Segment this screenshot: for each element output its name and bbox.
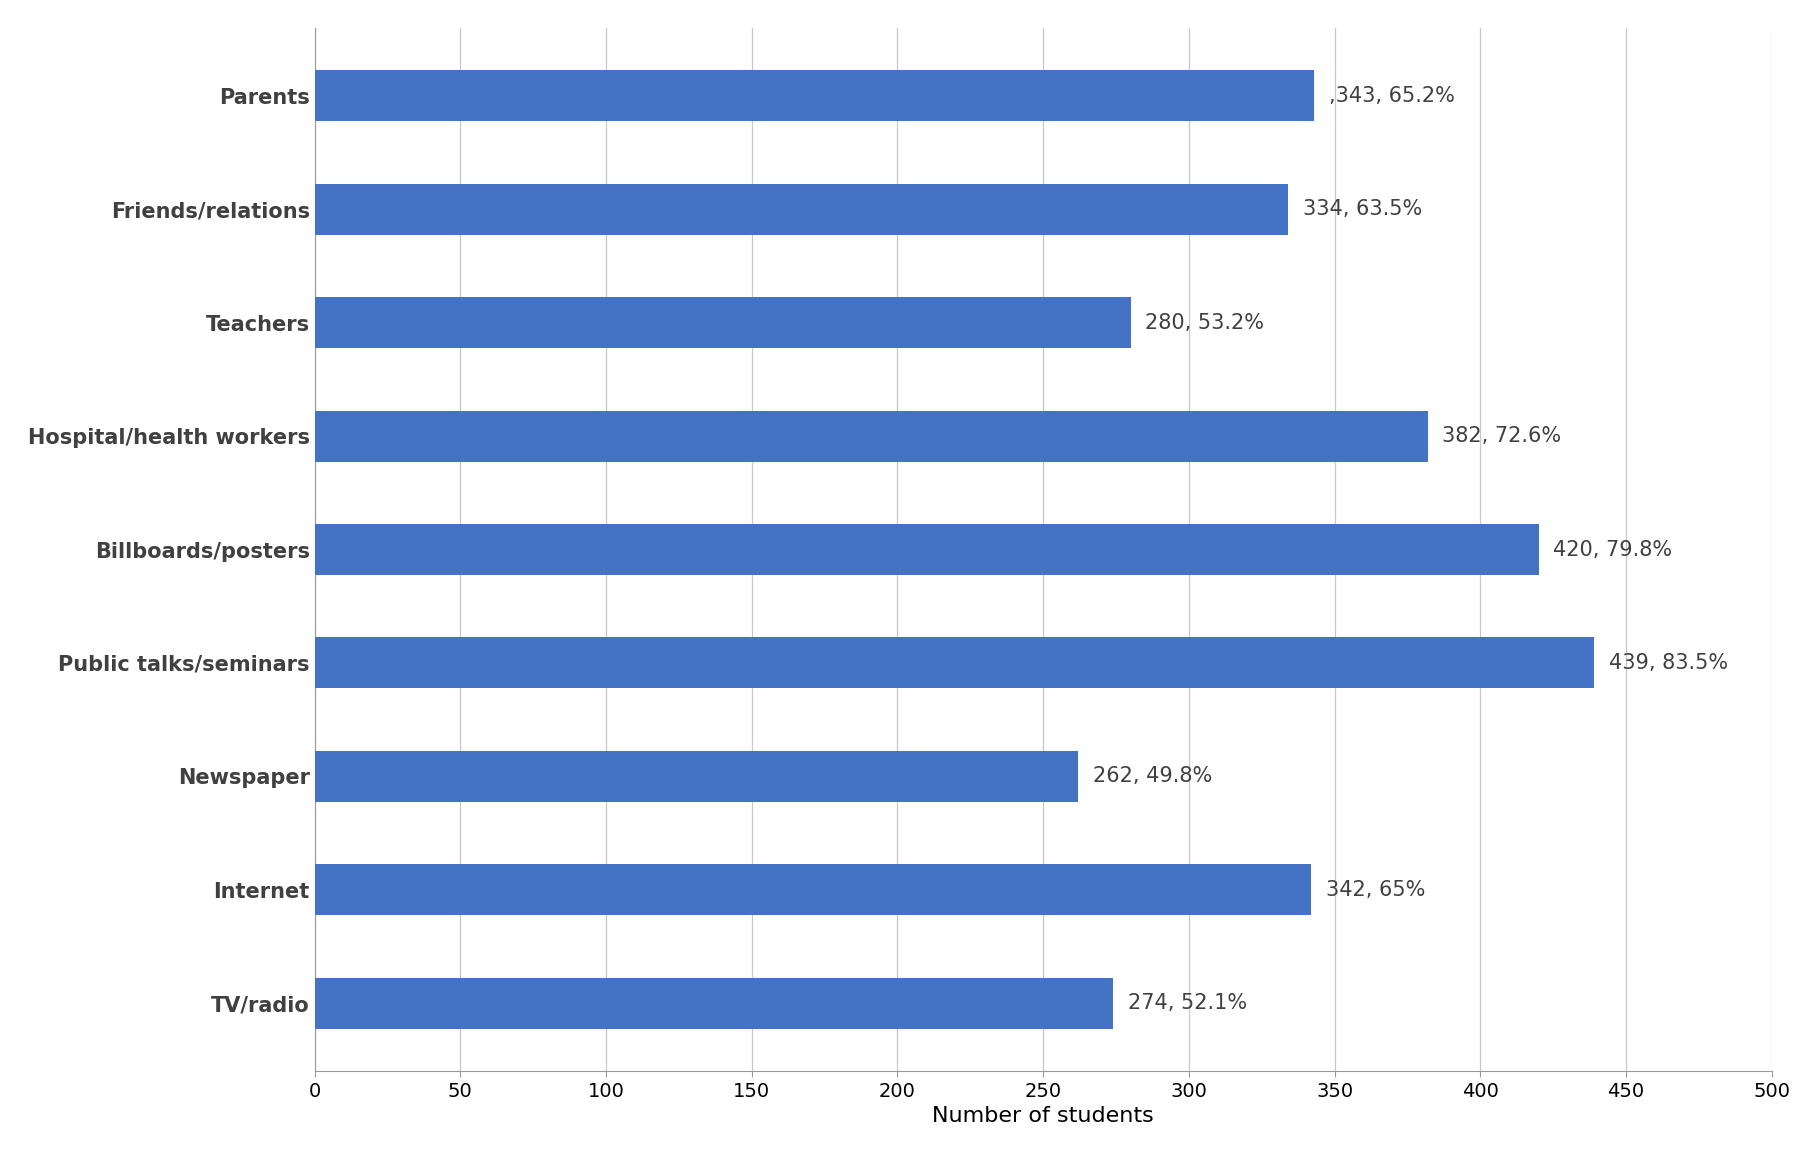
X-axis label: Number of students: Number of students	[933, 1107, 1154, 1126]
Text: 382, 72.6%: 382, 72.6%	[1442, 426, 1562, 447]
Text: ,343, 65.2%: ,343, 65.2%	[1329, 85, 1454, 106]
Text: 274, 52.1%: 274, 52.1%	[1127, 994, 1247, 1013]
Bar	[315, 297, 1131, 349]
Bar	[315, 977, 1113, 1028]
Bar	[315, 183, 1287, 234]
Text: 342, 65%: 342, 65%	[1325, 879, 1425, 900]
Text: 439, 83.5%: 439, 83.5%	[1609, 653, 1727, 673]
Text: 334, 63.5%: 334, 63.5%	[1302, 200, 1422, 219]
Text: 280, 53.2%: 280, 53.2%	[1145, 313, 1264, 332]
Text: 262, 49.8%: 262, 49.8%	[1093, 766, 1213, 786]
Bar	[315, 70, 1314, 121]
Bar	[315, 864, 1311, 915]
Text: 420, 79.8%: 420, 79.8%	[1553, 540, 1673, 560]
Bar	[315, 751, 1078, 802]
Bar	[315, 411, 1427, 462]
Bar	[315, 637, 1594, 689]
Bar	[315, 524, 1538, 575]
